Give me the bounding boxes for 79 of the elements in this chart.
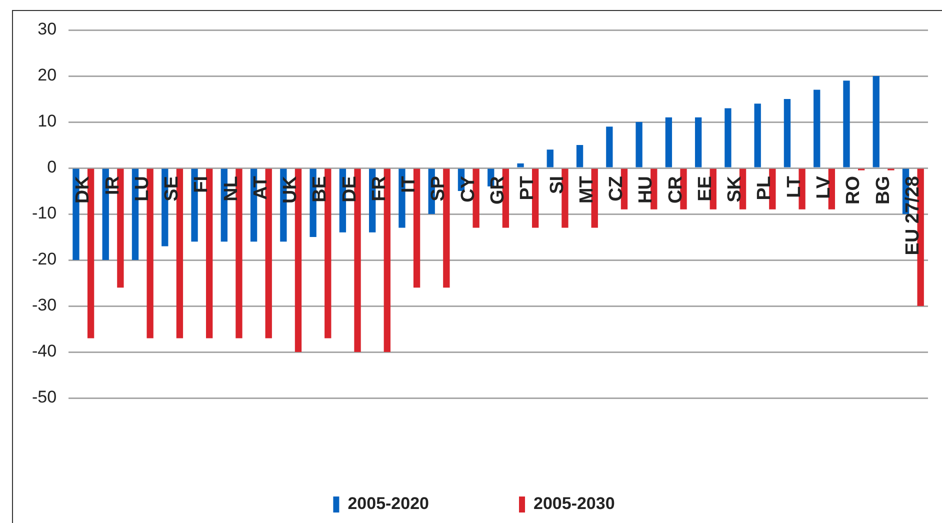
bar (324, 168, 332, 338)
bar (724, 108, 732, 168)
bar (636, 122, 642, 168)
x-tick-label: RO (843, 176, 864, 204)
bar (843, 80, 850, 168)
x-tick-label: DK (72, 176, 94, 204)
x-tick-label: CZ (606, 176, 628, 202)
bar (694, 117, 702, 168)
bar (206, 168, 213, 338)
bar (443, 168, 450, 288)
bar (384, 168, 390, 352)
bar (739, 168, 746, 210)
x-tick-label: SI (546, 176, 568, 194)
bar (472, 168, 480, 228)
bar (872, 76, 880, 168)
x-tick-label: BE (310, 176, 331, 202)
x-tick-label: PL (754, 176, 776, 200)
x-tick-label: HU (636, 176, 657, 204)
x-tick-label: SK (724, 176, 746, 202)
bar (665, 117, 672, 168)
bar (591, 168, 598, 228)
x-tick-label: NL (220, 176, 242, 202)
bar (413, 168, 420, 288)
x-tick-label: SP (428, 176, 450, 202)
y-tick-label: 30 (38, 20, 57, 39)
bar (354, 168, 361, 352)
bar (146, 168, 154, 338)
bar (917, 168, 924, 306)
bar (769, 168, 776, 210)
bar (517, 163, 524, 168)
x-tick-label: PT (517, 176, 538, 200)
bar (814, 90, 820, 168)
x-tick-label: CR (665, 176, 686, 204)
x-tick-label: EU 27/28 (902, 176, 924, 256)
x-tick-label: CY (458, 176, 479, 202)
x-tick-label: GR (488, 176, 509, 204)
bar (680, 168, 687, 210)
x-tick-label: BG (872, 176, 894, 204)
bar (828, 168, 836, 210)
legend-label: 2005-2020 (348, 494, 430, 514)
x-tick-label: EE (694, 176, 716, 202)
x-tick-label: SE (162, 176, 183, 202)
bar (502, 168, 510, 228)
y-tick-label: 20 (38, 66, 57, 85)
y-tick-label: 10 (38, 112, 57, 131)
x-tick-label: FI (191, 176, 212, 193)
bar (650, 168, 658, 210)
x-tick-label: IR (102, 176, 124, 195)
y-tick-label: -30 (32, 296, 57, 315)
bar (546, 150, 554, 168)
y-tick-label: -20 (32, 250, 57, 269)
bar (576, 145, 584, 168)
bar (620, 168, 628, 210)
bar (117, 168, 124, 288)
x-tick-label: LT (784, 176, 805, 198)
bar (236, 168, 242, 338)
y-tick-label: -10 (32, 204, 57, 223)
x-tick-label: UK (280, 176, 302, 204)
x-tick-label: LV (814, 176, 835, 199)
bar (532, 168, 539, 228)
bar (265, 168, 272, 338)
bar (294, 168, 302, 352)
bar (784, 99, 791, 168)
legend-label: 2005-2030 (534, 494, 615, 514)
x-tick-label: IT (398, 176, 420, 193)
bar (754, 104, 761, 168)
bar (176, 168, 184, 338)
x-tick-label: DE (339, 176, 360, 202)
x-tick-label: LU (132, 176, 153, 202)
y-tick-label: 0 (47, 158, 57, 177)
bar (562, 168, 568, 228)
bar (87, 168, 94, 338)
x-tick-label: MT (576, 176, 598, 204)
bar (606, 126, 613, 168)
y-tick-label: -50 (32, 388, 57, 407)
y-tick-label: -40 (32, 342, 57, 361)
x-tick-label: FR (368, 176, 390, 202)
bar (798, 168, 806, 210)
x-tick-label: AT (250, 176, 272, 200)
